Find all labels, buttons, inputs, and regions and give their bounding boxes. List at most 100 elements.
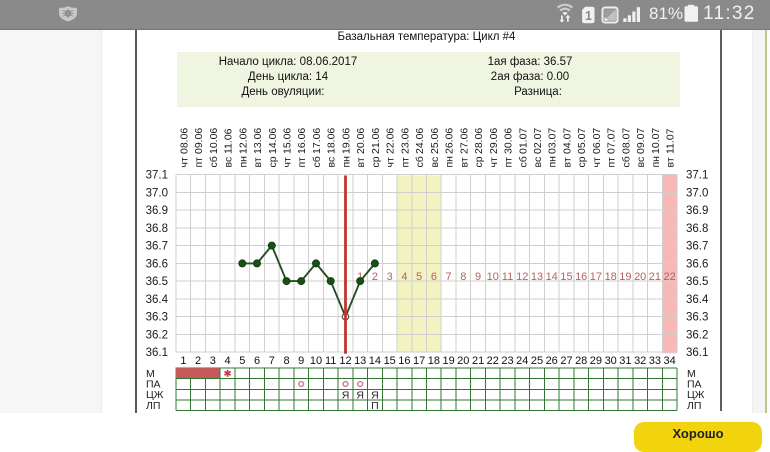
svg-text:12: 12	[516, 271, 528, 283]
svg-text:36.9: 36.9	[146, 205, 168, 217]
svg-text:вт: вт	[562, 157, 574, 167]
svg-text:37.1: 37.1	[686, 170, 708, 182]
svg-text:пн: пн	[444, 156, 456, 168]
svg-text:П: П	[371, 400, 379, 412]
svg-text:вс: вс	[532, 157, 544, 168]
svg-text:пт: пт	[193, 157, 205, 168]
svg-text:34: 34	[663, 355, 675, 367]
svg-text:4: 4	[225, 355, 231, 367]
svg-text:6: 6	[431, 271, 437, 283]
svg-text:4: 4	[401, 271, 407, 283]
svg-text:3: 3	[210, 355, 216, 367]
svg-text:13: 13	[354, 355, 366, 367]
svg-text:ЦЖ: ЦЖ	[687, 389, 705, 401]
svg-text:07.07: 07.07	[606, 128, 618, 154]
svg-text:29.06: 29.06	[488, 128, 500, 154]
svg-text:26: 26	[546, 355, 558, 367]
svg-text:04.07: 04.07	[562, 128, 574, 154]
svg-text:пт: пт	[296, 157, 308, 168]
svg-text:5: 5	[239, 355, 245, 367]
svg-text:ср: ср	[576, 156, 588, 167]
svg-text:пт: пт	[606, 157, 618, 168]
svg-text:Я: Я	[356, 389, 364, 401]
svg-text:1: 1	[357, 271, 363, 283]
svg-text:3: 3	[387, 271, 393, 283]
svg-text:чт: чт	[591, 157, 603, 167]
svg-text:36.5: 36.5	[686, 276, 708, 288]
svg-text:чт: чт	[282, 157, 294, 167]
svg-text:27: 27	[560, 355, 572, 367]
svg-text:09.07: 09.07	[635, 128, 647, 154]
svg-text:28: 28	[575, 355, 587, 367]
svg-text:10.06: 10.06	[208, 128, 220, 154]
svg-text:08.06: 08.06	[178, 128, 190, 154]
svg-text:сб: сб	[620, 156, 632, 167]
svg-text:22: 22	[663, 271, 675, 283]
svg-text:вс: вс	[223, 157, 235, 168]
svg-text:сб: сб	[311, 156, 323, 167]
svg-text:36.6: 36.6	[146, 258, 168, 270]
svg-text:06.07: 06.07	[591, 128, 603, 154]
svg-text:13.06: 13.06	[252, 128, 264, 154]
svg-text:вт: вт	[355, 157, 367, 167]
svg-text:36.1: 36.1	[146, 347, 168, 359]
svg-text:21: 21	[649, 271, 661, 283]
svg-text:36.9: 36.9	[686, 205, 708, 217]
svg-text:36.4: 36.4	[146, 294, 169, 306]
svg-text:23: 23	[501, 355, 513, 367]
svg-text:29: 29	[590, 355, 602, 367]
svg-text:17: 17	[590, 271, 602, 283]
svg-text:вс: вс	[326, 157, 338, 168]
svg-text:10: 10	[487, 271, 499, 283]
svg-text:14.06: 14.06	[267, 128, 279, 154]
svg-text:36.7: 36.7	[686, 241, 708, 253]
svg-text:вт: вт	[458, 157, 470, 167]
svg-text:ЦЖ: ЦЖ	[146, 389, 164, 401]
svg-text:36.7: 36.7	[146, 241, 168, 253]
svg-text:25.06: 25.06	[429, 128, 441, 154]
svg-text:31: 31	[619, 355, 631, 367]
svg-text:03.07: 03.07	[547, 128, 559, 154]
svg-text:ПА: ПА	[687, 379, 702, 391]
svg-text:2: 2	[372, 271, 378, 283]
svg-text:М: М	[687, 368, 696, 380]
svg-text:37.0: 37.0	[686, 187, 708, 199]
svg-text:17: 17	[413, 355, 425, 367]
svg-text:8: 8	[283, 355, 289, 367]
svg-text:18: 18	[428, 355, 440, 367]
svg-text:пн: пн	[547, 156, 559, 168]
svg-text:36.6: 36.6	[686, 258, 708, 270]
svg-text:12.06: 12.06	[237, 128, 249, 154]
svg-text:02.07: 02.07	[532, 128, 544, 154]
svg-text:ср: ср	[267, 156, 279, 167]
svg-text:19.06: 19.06	[341, 128, 353, 154]
svg-text:20: 20	[457, 355, 469, 367]
svg-text:16.06: 16.06	[296, 128, 308, 154]
svg-text:15.06: 15.06	[282, 128, 294, 154]
svg-text:сб: сб	[517, 156, 529, 167]
svg-text:вт: вт	[665, 157, 677, 167]
svg-text:15: 15	[560, 271, 572, 283]
svg-text:18: 18	[605, 271, 617, 283]
svg-text:вт: вт	[252, 157, 264, 167]
svg-text:пт: пт	[399, 157, 411, 168]
svg-text:05.07: 05.07	[576, 128, 588, 154]
svg-text:21.06: 21.06	[370, 128, 382, 154]
svg-text:18.06: 18.06	[326, 128, 338, 154]
svg-text:25: 25	[531, 355, 543, 367]
svg-text:17.06: 17.06	[311, 128, 323, 154]
svg-text:пт: пт	[503, 157, 515, 168]
svg-text:20.06: 20.06	[355, 128, 367, 154]
svg-text:30: 30	[605, 355, 617, 367]
svg-text:13: 13	[531, 271, 543, 283]
svg-text:09.06: 09.06	[193, 128, 205, 154]
svg-text:1: 1	[180, 355, 186, 367]
svg-text:6: 6	[254, 355, 260, 367]
svg-text:36.3: 36.3	[146, 312, 168, 324]
svg-text:20: 20	[634, 271, 646, 283]
svg-text:36.2: 36.2	[686, 329, 708, 341]
svg-text:26.06: 26.06	[444, 128, 456, 154]
svg-text:08.07: 08.07	[620, 128, 632, 154]
svg-text:сб: сб	[208, 156, 220, 167]
svg-text:21: 21	[472, 355, 484, 367]
